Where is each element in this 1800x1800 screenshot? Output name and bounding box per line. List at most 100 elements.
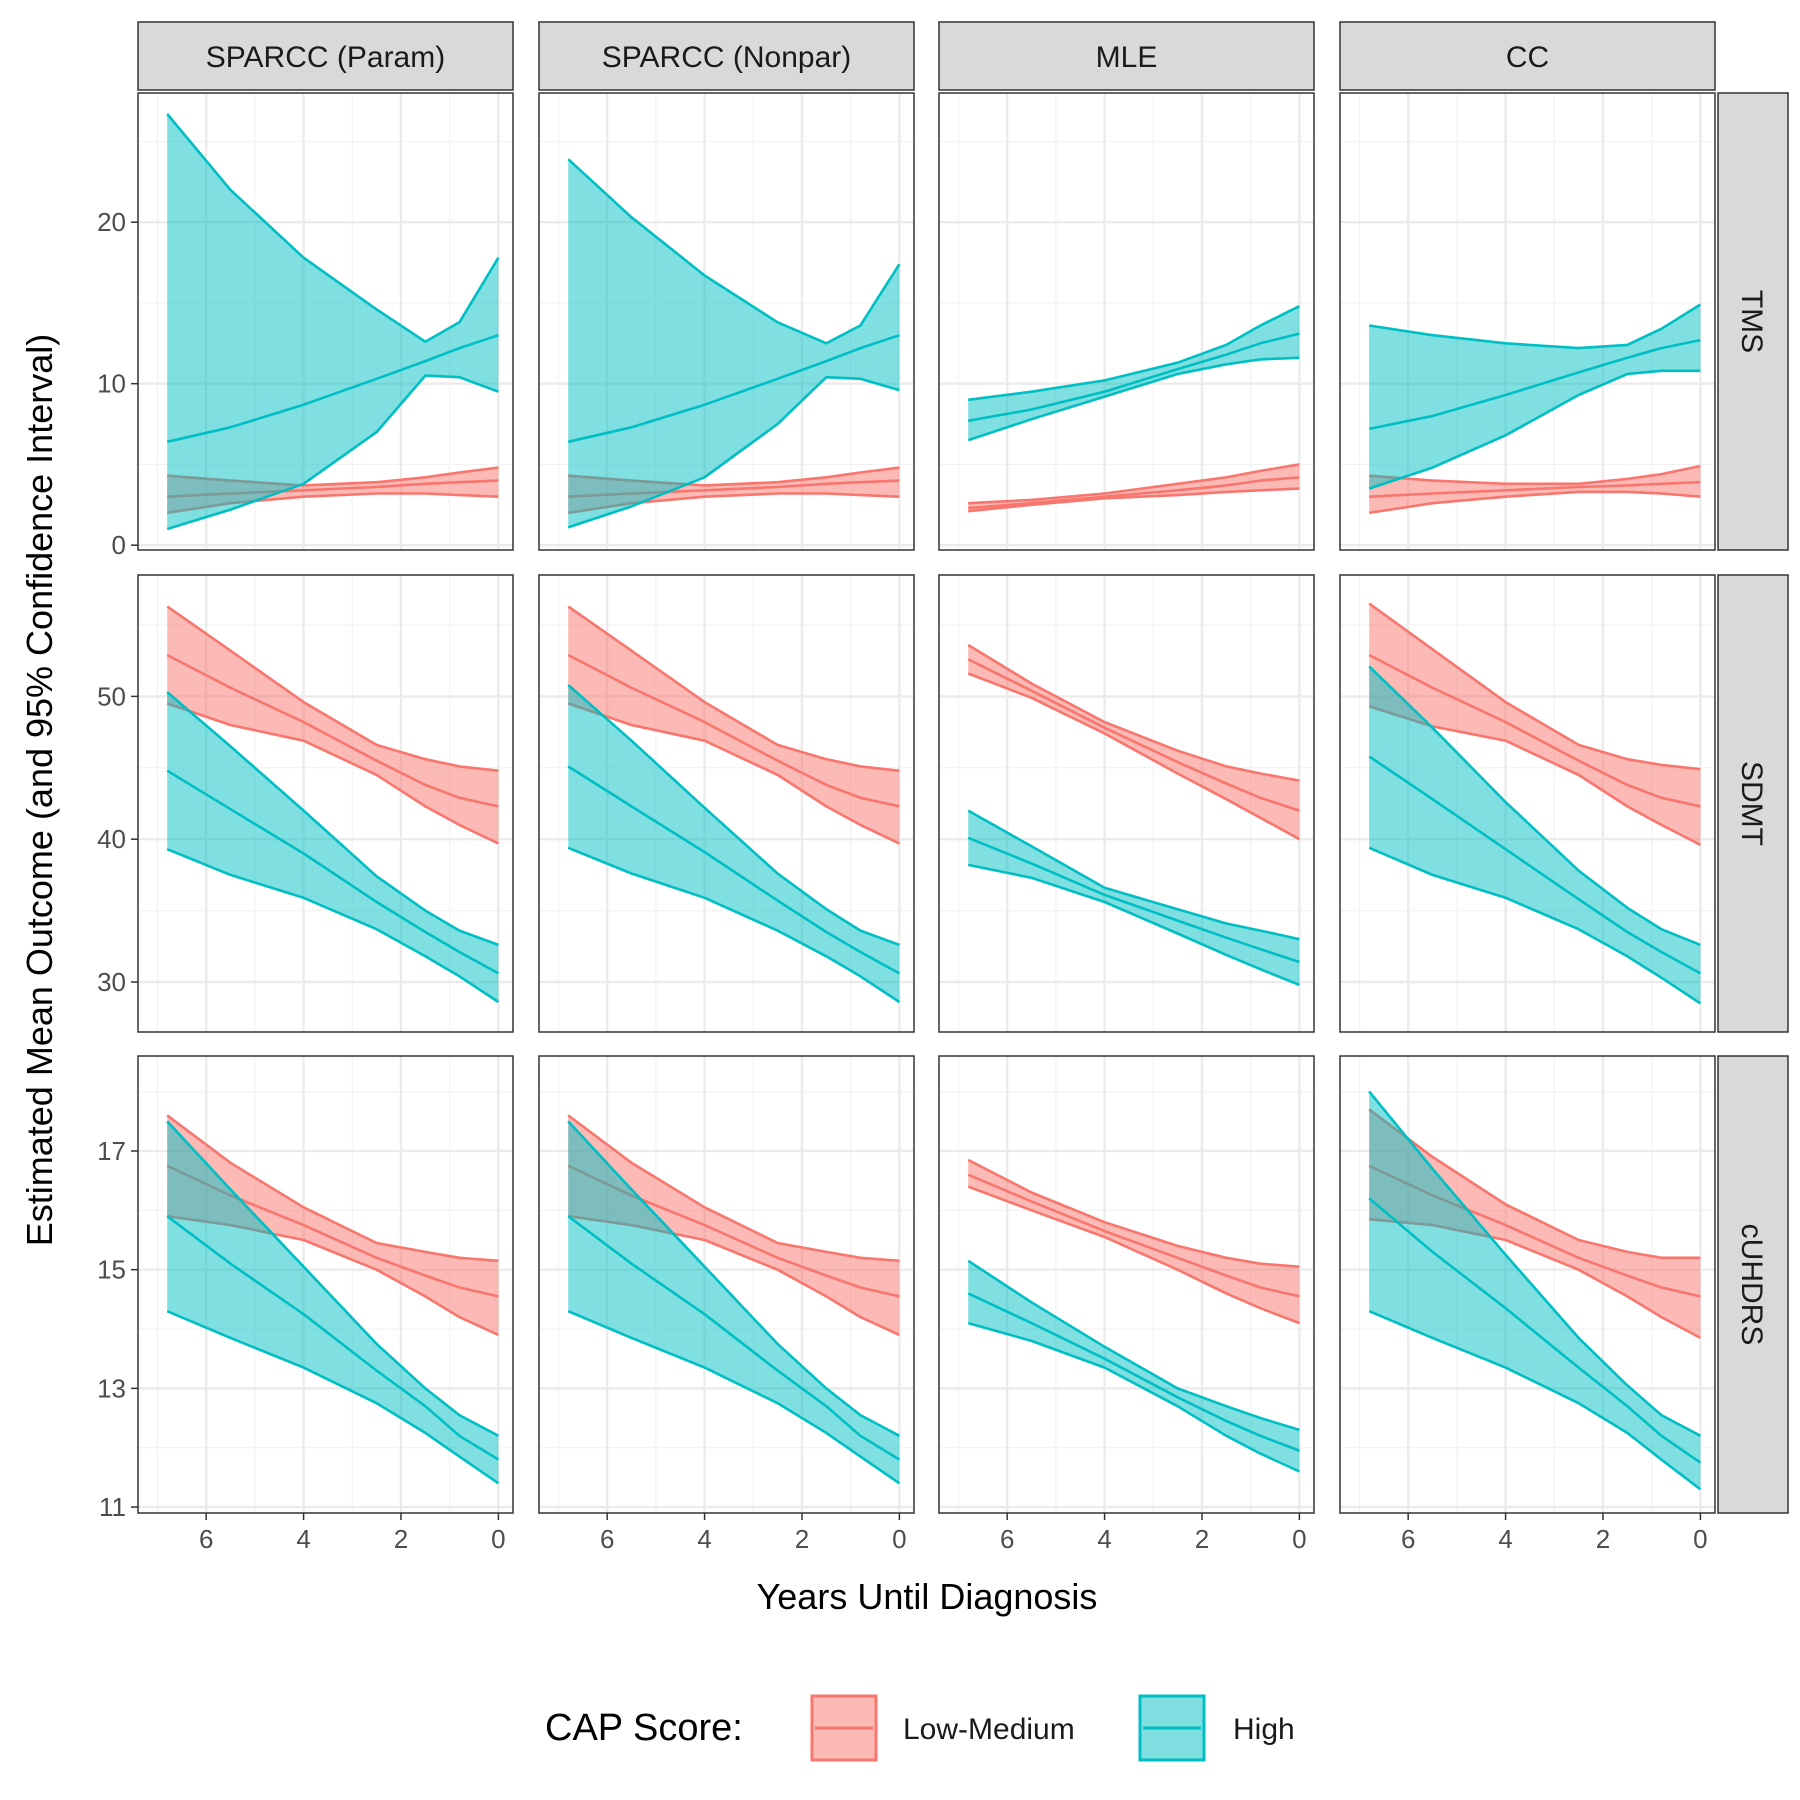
ci-lower-line-high: [166, 1310, 500, 1485]
ci-band-high: [1369, 304, 1701, 489]
ci-lower-line-high: [166, 847, 500, 1004]
ci-lower-line-low-medium: [967, 672, 1301, 841]
ci-upper-line-high: [166, 691, 499, 947]
strip-label-tms: TMS: [1735, 290, 1768, 353]
y-tick-label: 40: [97, 824, 126, 854]
panel-sdmt-sparcc-param: [137, 574, 514, 1033]
panel-border-sdmt-sparcc-nonpar: [538, 574, 915, 1033]
ci-lower-line-high: [1368, 369, 1701, 490]
strip-label-cuhdrs: cUHDRS: [1735, 1224, 1768, 1346]
ci-upper-line-low-medium: [967, 643, 1300, 782]
ci-upper-line-high: [1368, 1090, 1702, 1437]
estimate-line-high: [166, 1215, 500, 1461]
ci-lower-line-high: [1368, 1310, 1702, 1491]
ci-upper-line-low-medium: [166, 605, 499, 772]
y-tick-label: 17: [97, 1136, 126, 1166]
panel-tms-sparcc-nonpar: [538, 92, 915, 551]
ci-band-high: [568, 685, 900, 1002]
panel-border-cuhdrs-sparcc-nonpar: [538, 1055, 915, 1514]
x-tick-label: 0: [1292, 1524, 1306, 1554]
estimate-line-high: [967, 836, 1300, 964]
x-tick-label: 2: [795, 1524, 809, 1554]
ci-band-low-medium: [1369, 1109, 1701, 1338]
estimate-line-high: [166, 769, 500, 975]
legend-title: CAP Score:: [545, 1707, 743, 1749]
ci-lower-line-high: [166, 374, 499, 531]
x-tick-label: 4: [697, 1524, 711, 1554]
panel-sdmt-sparcc-nonpar: [538, 574, 915, 1033]
ci-upper-line-high: [567, 158, 901, 345]
strip-label-mle: MLE: [1096, 41, 1158, 74]
x-tick-label: 4: [296, 1524, 310, 1554]
panel-border-tms-mle: [938, 92, 1315, 551]
ci-upper-line-low-medium: [567, 605, 900, 772]
ci-lower-line-high: [967, 1321, 1300, 1473]
panel-cuhdrs-cc: [1339, 1055, 1716, 1514]
y-tick-label: 20: [97, 207, 126, 237]
x-tick-label: 4: [1097, 1524, 1111, 1554]
x-tick-label: 0: [1693, 1524, 1707, 1554]
x-tick-label: 0: [892, 1524, 906, 1554]
ci-upper-line-high: [1368, 665, 1701, 947]
strip-tms: [1717, 92, 1789, 551]
ci-band-low-medium: [968, 464, 1300, 512]
ci-band-low-medium: [167, 1115, 499, 1335]
strip-label-sparcc-param: SPARCC (Param): [206, 41, 445, 74]
panel-border-sdmt-cc: [1339, 574, 1716, 1033]
ci-upper-line-low-medium: [166, 1114, 499, 1263]
panel-border-tms-cc: [1339, 92, 1716, 551]
ci-upper-line-low-medium: [1368, 1108, 1701, 1260]
ci-lower-line-low-medium: [567, 702, 900, 845]
ci-upper-line-high: [1369, 303, 1702, 350]
estimate-line-high: [166, 333, 499, 444]
panel-tms-cc: [1339, 92, 1716, 551]
x-tick-label: 2: [394, 1524, 408, 1554]
ci-upper-line-low-medium: [968, 463, 1300, 505]
estimate-line-low-medium: [567, 653, 900, 808]
y-tick-label: 15: [97, 1255, 126, 1285]
x-tick-label: 2: [1195, 1524, 1209, 1554]
strip-cuhdrs: [1717, 1055, 1789, 1514]
panel-border-tms-sparcc-nonpar: [538, 92, 915, 551]
panel-cuhdrs-sparcc-param: [137, 1055, 514, 1514]
x-tick-label: 6: [1000, 1524, 1014, 1554]
column-strips: SPARCC (Param) SPARCC (Nonpar) MLE CC: [137, 21, 1716, 91]
strip-sdmt: [1717, 574, 1789, 1033]
ci-lower-line-high: [567, 846, 901, 1004]
row-strips: TMS SDMT cUHDRS: [1717, 92, 1789, 1514]
ci-lower-line-high: [567, 375, 900, 529]
x-tick-label: 0: [491, 1524, 505, 1554]
panel-border-sdmt-sparcc-param: [137, 574, 514, 1033]
strip-sparcc-param: [137, 21, 514, 91]
ci-upper-line-low-medium: [967, 1158, 1300, 1268]
ci-upper-line-high: [166, 113, 500, 344]
legend: CAP Score: Low-Medium High: [545, 1694, 1295, 1762]
legend-key-high: [1138, 1694, 1206, 1762]
y-tick-label: 11: [99, 1492, 126, 1522]
estimate-line-low-medium: [1368, 653, 1701, 808]
ci-lower-line-low-medium: [166, 702, 499, 845]
legend-label-high: High: [1233, 1713, 1295, 1746]
estimate-line-low-medium: [967, 658, 1300, 812]
panel-border-cuhdrs-mle: [938, 1055, 1315, 1514]
estimate-line-high: [1368, 755, 1702, 975]
ci-band-high: [1369, 666, 1701, 1004]
x-tick-label: 4: [1498, 1524, 1512, 1554]
ci-band-high: [1369, 1091, 1701, 1490]
ci-upper-line-high: [967, 809, 1300, 941]
ci-upper-line-high: [567, 1120, 901, 1437]
y-tick-label: 13: [97, 1373, 126, 1403]
panel-border-cuhdrs-cc: [1339, 1055, 1716, 1514]
x-axis-title: Years Until Diagnosis: [757, 1576, 1098, 1617]
x-tick-label: 6: [1401, 1524, 1415, 1554]
y-tick-label: 10: [97, 369, 126, 399]
ci-upper-line-high: [166, 1120, 500, 1437]
strip-mle: [938, 21, 1315, 91]
strip-cc: [1339, 21, 1716, 91]
panel-border-tms-sparcc-param: [137, 92, 514, 551]
ci-lower-line-high: [967, 863, 1300, 987]
panel-border-sdmt-mle: [938, 574, 1315, 1033]
x-tick-label: 6: [199, 1524, 213, 1554]
panel-border-cuhdrs-sparcc-param: [137, 1055, 514, 1514]
ci-lower-line-high: [1368, 846, 1702, 1005]
